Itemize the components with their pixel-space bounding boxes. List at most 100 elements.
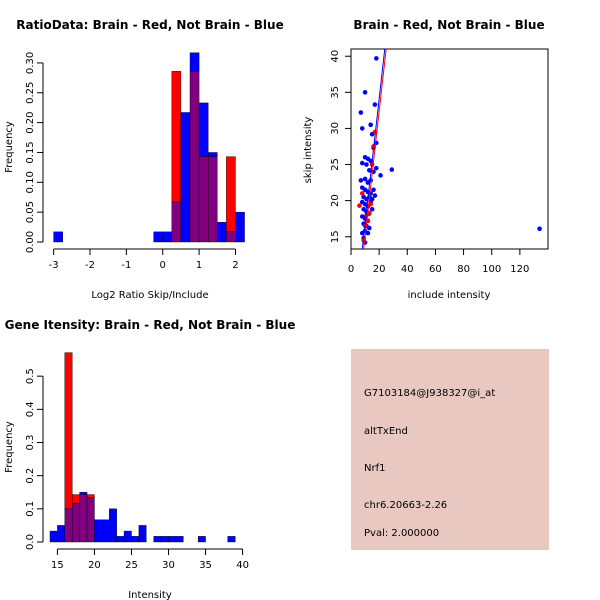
- gene-intensity-title: Gene Itensity: Brain - Red, Not Brain - …: [5, 318, 296, 332]
- y-tick-label: 0.15: [25, 141, 36, 163]
- scatter-point-blue: [359, 230, 365, 236]
- gene-intensity-axes: 15 20 25 30 35 40 0.0 0.1 0.2 0.3 0.4 0.5: [25, 368, 249, 571]
- scatter-point-blue: [365, 230, 371, 236]
- gene-intensity-bars: [49, 352, 236, 543]
- hist-bar-blue: [101, 519, 110, 543]
- hist-bar-red: [64, 352, 73, 510]
- scatter-ylabel: skip intensity: [303, 117, 314, 184]
- hist-bar-blue: [189, 52, 200, 72]
- y-tick-label: 15: [330, 230, 341, 243]
- ratio-histogram-bars: [53, 52, 245, 243]
- gene-intensity-ylabel: Frequency: [4, 421, 15, 473]
- scatter-point-red: [368, 201, 374, 207]
- y-tick-label: 0.2: [25, 468, 36, 484]
- y-tick-label: 40: [330, 50, 341, 63]
- x-tick-label: 120: [510, 264, 529, 275]
- hist-bar-overlap: [86, 497, 95, 543]
- hist-bar-blue: [198, 102, 209, 157]
- hist-bar-blue: [180, 112, 191, 243]
- x-tick-label: -2: [85, 260, 95, 271]
- hist-bar-blue: [160, 536, 169, 543]
- hist-bar-blue: [79, 492, 88, 495]
- scatter-point-blue: [372, 193, 378, 198]
- scatter-point-blue: [537, 226, 542, 232]
- gene-intensity-xlabel: Intensity: [128, 590, 172, 600]
- fit-line-red: [363, 49, 387, 249]
- x-tick-label: 1: [196, 260, 202, 271]
- ratio-histogram-ylabel: Frequency: [4, 121, 15, 173]
- hist-bar-blue: [217, 222, 227, 243]
- info-box: [351, 349, 549, 550]
- x-tick-label: 80: [457, 264, 470, 275]
- scatter-plot-frame: [350, 48, 549, 250]
- hist-bar-red: [171, 71, 182, 203]
- scatter-point-blue: [378, 173, 383, 178]
- hist-bar-blue: [94, 519, 103, 543]
- ratio-histogram-panel: RatioData: Brain - Red, Not Brain - Blue…: [4, 18, 284, 301]
- hist-bar-overlap: [171, 201, 182, 243]
- y-tick-label: 0.3: [25, 435, 36, 451]
- scatter-point-blue: [362, 90, 368, 95]
- hist-bar-blue: [153, 231, 163, 243]
- scatter-point-red: [359, 191, 365, 196]
- y-tick-label: 25: [330, 158, 341, 171]
- pval-text: Pval: 2.000000: [364, 528, 439, 539]
- hist-bar-blue: [227, 536, 236, 543]
- scatter-point-blue: [374, 56, 379, 61]
- hist-bar-red: [72, 494, 80, 504]
- hist-bar-blue: [123, 530, 132, 543]
- x-tick-label: 40: [401, 264, 414, 275]
- ratio-histogram-axes: -3 -2 -1 0 1 2 0.00 0.05 0.10 0.15 0.20 0.25 0.30: [25, 52, 239, 271]
- hist-bar-blue: [116, 536, 125, 543]
- x-tick-label: -1: [121, 260, 131, 271]
- hist-bar-overlap: [72, 502, 80, 543]
- scatter-axes: 0 20 40 60 80 100 120 15 20 25 30 35 40: [330, 50, 529, 275]
- y-tick-label: 35: [330, 86, 341, 99]
- ratio-histogram-xlabel: Log2 Ratio Skip/Include: [91, 290, 208, 301]
- hist-bar-overlap: [198, 156, 209, 243]
- hist-bar-overlap: [189, 71, 200, 243]
- hist-bar-blue: [131, 536, 140, 543]
- scatter-point-blue: [368, 122, 374, 128]
- x-tick-label: 20: [88, 560, 101, 571]
- x-tick-label: 30: [162, 560, 175, 571]
- hist-bar-blue: [109, 508, 117, 543]
- y-tick-label: 0.25: [25, 82, 36, 104]
- scatter-point-blue: [366, 225, 372, 231]
- intensity-scatter-panel: Brain - Red, Not Brain - Blue include in…: [303, 18, 549, 301]
- scatter-xlabel: include intensity: [408, 290, 491, 301]
- x-tick-label: 100: [482, 264, 501, 275]
- scatter-point-blue: [359, 160, 365, 166]
- x-tick-label: 35: [199, 560, 212, 571]
- probe-id: G7103184@J938327@i_at: [364, 388, 495, 399]
- hist-bar-blue: [153, 536, 162, 543]
- scatter-point-blue: [368, 178, 374, 183]
- scatter-point-blue: [369, 206, 375, 212]
- hist-bar-blue: [207, 152, 218, 157]
- hist-bar-blue: [197, 536, 206, 543]
- x-tick-label: 15: [51, 560, 64, 571]
- fit-line-blue: [361, 49, 386, 249]
- y-tick-label: 0.1: [25, 501, 36, 517]
- hist-bar-overlap: [64, 508, 73, 543]
- scatter-point-blue: [389, 167, 395, 172]
- scatter-point-blue: [358, 110, 364, 115]
- x-tick-label: -3: [49, 260, 59, 271]
- hist-bar-overlap: [79, 494, 88, 543]
- scatter-point-blue: [374, 165, 379, 171]
- hist-bar-blue: [175, 536, 184, 543]
- y-tick-label: 30: [330, 122, 341, 135]
- ratio-histogram-title: RatioData: Brain - Red, Not Brain - Blue: [16, 18, 283, 32]
- hist-bar-overlap: [207, 156, 218, 243]
- scatter-point-red: [357, 203, 362, 208]
- hist-bar-blue: [162, 231, 173, 243]
- hist-bar-red: [226, 156, 236, 233]
- scatter-marks: [357, 49, 542, 249]
- y-tick-label: 0.5: [25, 368, 36, 384]
- scatter-point-blue: [372, 102, 378, 107]
- x-tick-label: 0: [348, 264, 354, 275]
- hist-bar-blue: [53, 231, 63, 243]
- x-tick-label: 25: [125, 560, 138, 571]
- info-panel: G7103184@J938327@i_at altTxEnd Nrf1 chr6…: [351, 349, 549, 550]
